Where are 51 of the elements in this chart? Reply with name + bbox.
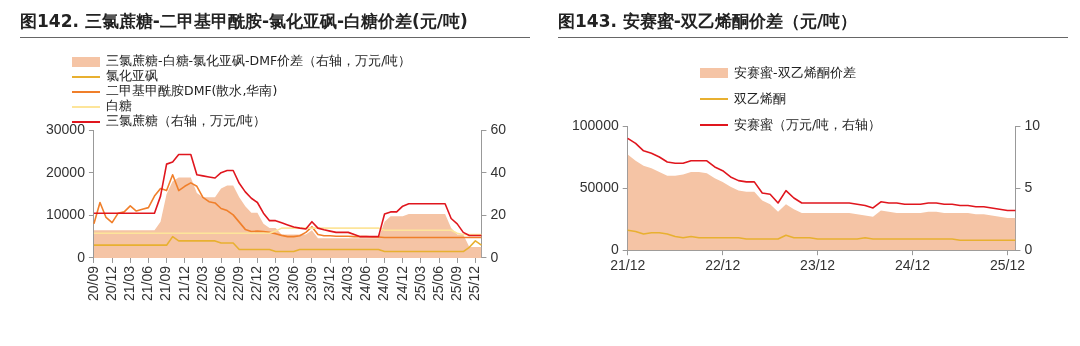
x-tick-label: 22/09 [230,265,247,302]
x-tick-label: 23/12 [800,257,836,274]
legend-label: 白糖 [106,98,132,114]
y-tick-label: 0 [610,241,619,258]
y2-tick-label: 60 [490,120,507,137]
legend-label: 双乙烯酮 [734,90,786,108]
x-tick-label: 22/12 [248,265,265,302]
legend-label: 安赛蜜-双乙烯酮价差 [734,64,856,82]
x-tick-label: 24/06 [357,265,374,302]
x-tick-label: 21/06 [139,265,156,302]
y-tick-label: 100000 [572,116,619,133]
x-tick-label: 21/12 [610,257,646,274]
y-tick-label: 20000 [45,163,86,180]
x-tick-label: 23/03 [266,265,283,302]
x-tick-label: 23/09 [302,265,319,302]
legend-label: 安赛蜜（万元/吨，右轴） [734,116,882,134]
x-tick-label: 22/12 [705,257,741,274]
y-tick-label: 50000 [579,178,619,195]
x-tick-label: 20/09 [84,265,101,302]
x-tick-label: 21/03 [121,265,138,302]
chart-title: 图143. 安赛蜜-双乙烯酮价差（元/吨） [558,10,1068,38]
legend-label: 三氯蔗糖-白糖-氯化亚砜-DMF价差（右轴，万元/吨） [106,53,412,69]
y2-tick-label: 10 [1024,116,1041,133]
legend-label: 二甲基甲酰胺DMF(散水,华南) [106,83,278,99]
x-tick-label: 24/09 [375,265,392,302]
x-tick-label: 23/06 [284,265,301,302]
chart-title: 图142. 三氯蔗糖-二甲基甲酰胺-氯化亚砜-白糖价差(元/吨) [20,10,530,38]
x-tick-label: 21/09 [157,265,174,302]
x-tick-label: 25/03 [411,265,428,302]
x-tick-label: 20/12 [102,265,119,302]
x-tick-label: 22/03 [193,265,210,302]
x-tick-label: 25/12 [466,265,483,302]
legend-label: 氯化亚砜 [106,68,158,84]
x-tick-label: 21/12 [175,265,192,302]
x-tick-label: 22/06 [211,265,228,302]
legend-label: 三氯蔗糖（右轴，万元/吨） [106,113,267,130]
x-tick-label: 24/12 [393,265,410,302]
y2-tick-label: 0 [1024,241,1033,258]
y2-tick-label: 5 [1024,178,1033,195]
x-tick-label: 24/12 [895,257,931,274]
y2-tick-label: 20 [490,206,507,223]
x-tick-label: 25/06 [429,265,446,302]
y-tick-label: 10000 [45,206,86,223]
x-tick-label: 23/12 [320,265,337,302]
x-tick-label: 25/12 [989,257,1026,274]
y-tick-label: 0 [77,248,86,265]
y-tick-label: 30000 [45,120,86,137]
x-tick-label: 25/09 [448,265,465,302]
y2-tick-label: 40 [490,163,507,180]
y2-tick-label: 0 [490,248,499,265]
x-tick-label: 24/03 [339,265,356,302]
